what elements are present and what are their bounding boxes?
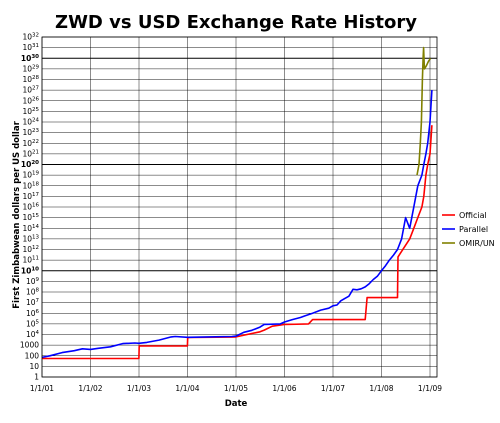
y-tick-label: 1023 [22, 128, 39, 137]
y-tick-label: 1019 [22, 171, 39, 180]
y-tick-label: 1030 [21, 54, 39, 63]
x-tick-label: 1/1/04 [175, 384, 199, 393]
y-tick-label: 1020 [21, 160, 39, 169]
y-tick-label: 1018 [22, 181, 39, 190]
y-tick-label: 1026 [22, 96, 39, 105]
y-tick-label: 1017 [22, 192, 39, 201]
y-tick-label: 100 [25, 351, 40, 360]
x-axis-ticks: 1/1/01 1/1/02 1/1/03 1/1/04 1/1/05 1/1/06 1/1/… [30, 384, 442, 393]
series-lines [41, 46, 433, 360]
series-line-omir-un [416, 46, 432, 176]
x-tick-label: 1/1/02 [78, 384, 102, 393]
y-tick-label: 1010 [21, 266, 39, 275]
y-tick-label: 1028 [22, 75, 39, 84]
y-tick-label: 1029 [22, 64, 39, 73]
y-tick-label: 1031 [22, 43, 39, 52]
x-tick-label: 1/1/01 [30, 384, 54, 393]
y-axis-label: First Zimbabwean dollars per US dollar [12, 120, 22, 308]
x-tick-label: 1/1/08 [369, 384, 393, 393]
x-tick-label: 1/1/06 [272, 384, 296, 393]
plot-area-frame [41, 36, 438, 378]
y-tick-label: 1021 [22, 149, 39, 158]
y-tick-label: 1014 [22, 224, 39, 233]
y-tick-label: 1 [34, 373, 39, 382]
y-tick-label: 1022 [22, 139, 39, 148]
y-tick-label: 1027 [22, 86, 39, 95]
y-tick-label: 107 [26, 298, 40, 307]
y-tick-label: 1025 [22, 107, 39, 116]
x-tick-label: 1/1/05 [224, 384, 248, 393]
y-tick-label: 1015 [22, 213, 39, 222]
y-tick-label: 1032 [22, 33, 39, 42]
y-tick-label: 1024 [22, 118, 39, 127]
y-tick-label: 10 [29, 362, 39, 371]
x-axis-label: Date [225, 399, 248, 409]
legend-label: Official [459, 211, 487, 220]
y-tick-label: 1016 [22, 203, 39, 212]
y-tick-label: 1012 [22, 245, 39, 254]
legend: Official Parallel OMIR/UN [442, 211, 495, 248]
y-tick-label: 109 [26, 277, 40, 286]
x-tick-label: 1/1/07 [321, 384, 345, 393]
legend-label: Parallel [459, 225, 488, 234]
y-tick-label: 105 [26, 319, 40, 328]
y-tick-label: 104 [26, 330, 40, 339]
series-line-official [42, 125, 433, 360]
x-tick-label: 1/1/09 [418, 384, 442, 393]
chart-title: ZWD vs USD Exchange Rate History [55, 12, 417, 33]
x-tick-label: 1/1/03 [127, 384, 151, 393]
series-line-parallel [41, 90, 433, 359]
y-tick-label: 106 [26, 309, 40, 318]
y-tick-label: 1013 [22, 234, 39, 243]
y-tick-label: 108 [26, 288, 40, 297]
legend-label: OMIR/UN [459, 239, 495, 248]
y-tick-label: 1011 [22, 256, 39, 265]
grid-lines [41, 36, 437, 378]
y-tick-label: 1000 [20, 341, 39, 350]
